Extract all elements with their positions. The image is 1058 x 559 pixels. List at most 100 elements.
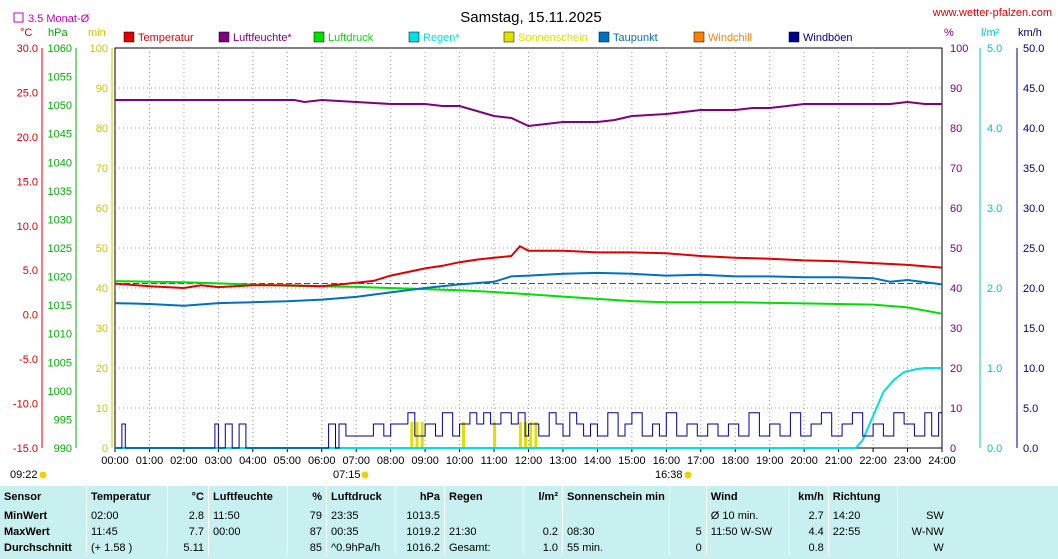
summary-cell	[523, 508, 563, 524]
x-tick-label: 09:00	[411, 455, 439, 467]
rain-tick-label: 0.0	[987, 443, 1002, 455]
summary-cell	[562, 508, 670, 524]
temp-tick-label: 15.0	[17, 176, 38, 188]
summary-row-max: MaxWert 11:45 7.7 00:00 87 00:35 1019.2 …	[0, 524, 948, 540]
series-layer	[114, 98, 943, 449]
x-tick-label: 22:00	[859, 455, 887, 467]
humidity-tick-label: 40	[950, 283, 962, 295]
summary-cell: 4.4	[788, 524, 829, 540]
pressure-tick-label: 1000	[48, 386, 72, 398]
x-tick-label: 17:00	[687, 455, 715, 467]
wind-tick-label: 45.0	[1023, 83, 1044, 95]
summary-cell: 79	[287, 508, 327, 524]
humidity-tick-label: 50	[950, 243, 962, 255]
humidity-tick-label: 20	[950, 363, 962, 375]
summary-cell: 08:30	[562, 524, 670, 540]
summary-header-direction: Richtung	[827, 486, 898, 508]
x-tick-label: 03:00	[205, 455, 233, 467]
summary-cell: 14:20	[827, 508, 898, 524]
minutes-tick-label: 50	[96, 243, 108, 255]
sunset-icon	[684, 471, 692, 479]
summary-cell: 2.7	[788, 508, 829, 524]
x-axis: 00:00 01:00 02:00 03:00 04:00 05:00 06:00 07:00…	[101, 448, 956, 467]
humidity-tick-label: 70	[950, 163, 962, 175]
summary-cell	[668, 508, 707, 524]
summary-unit-sunshine	[668, 486, 707, 508]
minutes-tick-label: 70	[96, 163, 108, 175]
temp-tick-label: 5.0	[23, 265, 38, 277]
minutes-tick-label: 60	[96, 203, 108, 215]
pressure-tick-label: 1010	[48, 329, 72, 341]
summary-cell: 87	[287, 524, 327, 540]
source-link[interactable]: www.wetter-pfalzen.com	[932, 7, 1052, 19]
temp-unit-label: °C	[20, 27, 32, 39]
humidity-tick-label: 10	[950, 403, 962, 415]
summary-cell: 7.7	[167, 524, 209, 540]
summary-cell: 2.8	[167, 508, 209, 524]
minutes-unit-label: min	[88, 27, 106, 39]
x-tick-label: 01:00	[136, 455, 164, 467]
summary-cell	[827, 540, 898, 556]
summary-cell: 22:55	[827, 524, 898, 540]
minutes-tick-label: 0	[102, 443, 108, 455]
x-tick-label: 07:00	[342, 455, 370, 467]
wind-tick-label: 25.0	[1023, 243, 1044, 255]
rain-unit-label: l/m²	[981, 27, 1000, 39]
summary-cell: 11:50	[208, 508, 288, 524]
rain-tick-label: 1.0	[987, 363, 1002, 375]
right-axes: 10090807060504030201005.04.03.02.01.00.0…	[950, 43, 1044, 455]
summary-row-label: MaxWert	[4, 526, 50, 538]
x-tick-label: 18:00	[721, 455, 749, 467]
x-tick-label: 08:00	[377, 455, 405, 467]
legend-label: Windböen	[803, 32, 853, 44]
legend-label: Regen*	[423, 32, 460, 44]
x-tick-label: 11:00	[481, 455, 508, 467]
temp-tick-label: 30.0	[17, 43, 38, 55]
legend-swatch	[693, 31, 705, 43]
humidity-tick-label: 0	[950, 443, 956, 455]
summary-row-avg: Durchschnitt (+ 1.58 ) 5.11 85 ^0.9hPa/h…	[0, 540, 948, 556]
temp-tick-label: 0.0	[23, 310, 38, 322]
legend-swatch	[598, 31, 610, 43]
sunrise-icon	[361, 471, 369, 479]
legend-swatch	[218, 31, 230, 43]
legend-swatch	[788, 31, 800, 43]
summary-cell: Ø 10 min.	[705, 508, 790, 524]
pressure-tick-label: 1015	[48, 300, 72, 312]
wind-tick-label: 35.0	[1023, 163, 1044, 175]
sunshine-bar	[462, 422, 466, 448]
humidity-unit-label: %	[944, 27, 954, 39]
temp-tick-label: 20.0	[17, 132, 38, 144]
summary-unit-temperature: °C	[167, 486, 209, 508]
pressure-tick-label: 995	[54, 414, 72, 426]
summary-table: Sensor Temperatur °C Luftfeuchte % Luftd…	[0, 486, 948, 556]
summary-cell	[208, 540, 288, 556]
sunshine-bar	[420, 422, 424, 448]
pressure-tick-label: 990	[54, 443, 72, 455]
summary-cell: 5	[668, 524, 707, 540]
rain-tick-label: 4.0	[987, 123, 1002, 135]
current-time-sun-icon	[39, 471, 47, 479]
wind-tick-label: 30.0	[1023, 203, 1044, 215]
minutes-tick-label: 10	[96, 403, 108, 415]
weather-chart: 3.5 Monat-Ø Samstag, 15.11.2025 www.wett…	[10, 7, 1052, 481]
minutes-tick-label: 30	[96, 323, 108, 335]
humidity-tick-label: 30	[950, 323, 962, 335]
x-tick-label: 20:00	[790, 455, 818, 467]
legend-label: Sonnenschein	[518, 32, 588, 44]
rain-tick-label: 2.0	[987, 283, 1002, 295]
pressure-tick-label: 1030	[48, 214, 72, 226]
x-tick-label: 15:00	[618, 455, 646, 467]
legend-label: Luftdruck	[328, 32, 374, 44]
summary-cell: 21:30	[444, 524, 524, 540]
summary-cell	[705, 540, 790, 556]
summary-cell: ^0.9hPa/h	[326, 540, 396, 556]
temp-tick-label: -10.0	[13, 399, 38, 411]
summary-header-pressure: Luftdruck	[326, 486, 396, 508]
pressure-tick-label: 1035	[48, 186, 72, 198]
minutes-tick-label: 90	[96, 83, 108, 95]
humidity-tick-label: 100	[950, 43, 968, 55]
summary-cell: W-NW	[896, 524, 948, 540]
left-axes: 30.0 25.0 20.0 15.0 10.0 5.0 0.0 -5.0 -10.0 -15.0…	[13, 43, 113, 455]
wind-unit-label: km/h	[1018, 27, 1042, 39]
